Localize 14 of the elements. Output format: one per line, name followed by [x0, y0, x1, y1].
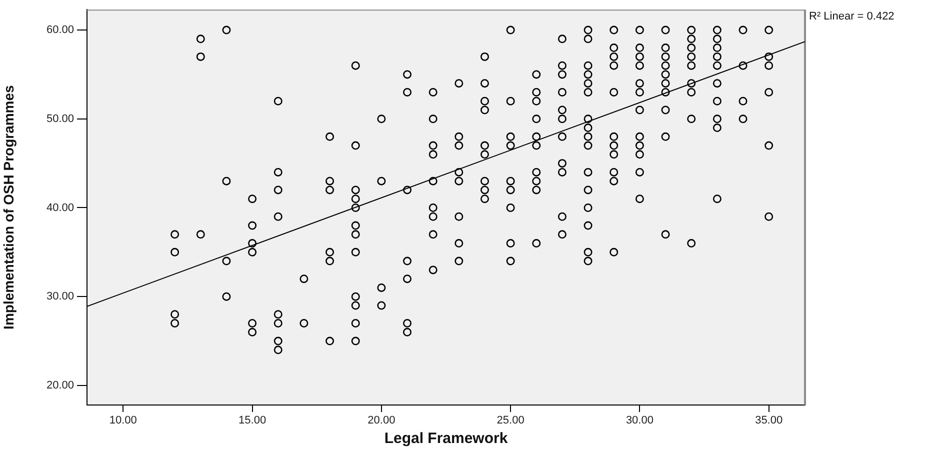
x-tick-label: 20.00	[368, 414, 396, 427]
x-tick-label: 35.00	[755, 414, 783, 427]
x-tick-label: 25.00	[496, 414, 524, 427]
y-tick-label: 50.00	[46, 112, 74, 125]
x-tick-label: 10.00	[109, 414, 137, 427]
x-tick-label: 15.00	[238, 414, 266, 427]
y-tick-label: 60.00	[46, 24, 74, 36]
y-tick-label: 20.00	[46, 379, 74, 392]
y-tick-label: 40.00	[46, 202, 74, 214]
x-axis-title: Legal Framework	[384, 430, 508, 448]
y-tick-label: 30.00	[46, 290, 74, 303]
x-tick-label: 30.00	[626, 414, 654, 427]
text: R² Linear = 0.422	[809, 10, 894, 23]
y-axis-title: Implementation of OSH Programmes	[0, 84, 16, 330]
